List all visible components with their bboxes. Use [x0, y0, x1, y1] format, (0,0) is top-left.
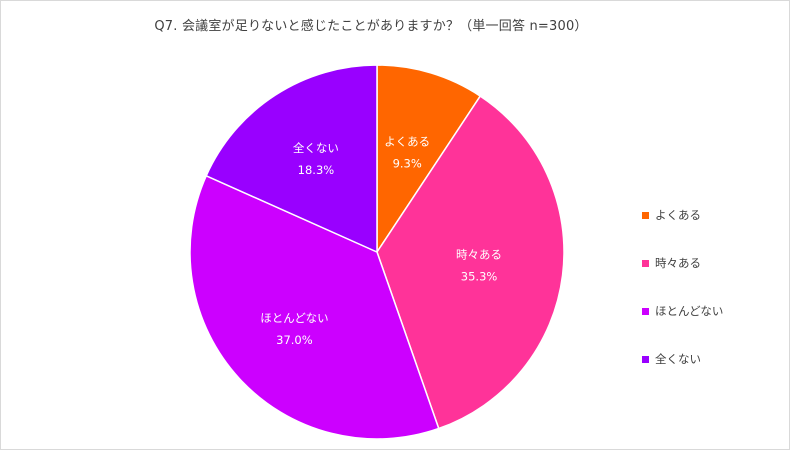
legend-swatch: [642, 307, 649, 315]
legend-item: 時々ある: [642, 255, 723, 271]
legend-label: 全くない: [655, 352, 701, 366]
pie-slice: [205, 64, 378, 254]
legend-swatch: [642, 259, 649, 267]
slice-category-label: ほとんどない: [260, 311, 328, 325]
legend-label: 時々ある: [655, 256, 701, 270]
slice-category-label: 全くない: [293, 141, 339, 155]
legend-label: よくある: [655, 208, 701, 222]
slice-value-label: 37.0%: [276, 333, 313, 347]
slice-category-label: 時々ある: [456, 248, 502, 262]
slice-category-label: よくある: [384, 135, 430, 149]
slice-value-label: 18.3%: [298, 163, 335, 177]
pie-slice: [376, 95, 565, 430]
pie-slice: [376, 64, 482, 255]
pie-slice: [189, 174, 440, 440]
legend-item: 全くない: [642, 351, 723, 367]
legend-item: よくある: [642, 207, 723, 223]
legend-swatch: [642, 211, 649, 219]
legend: よくある 時々ある ほとんどない 全くない: [642, 207, 723, 399]
slice-value-label: 35.3%: [461, 270, 498, 284]
slice-value-label: 9.3%: [393, 157, 422, 171]
legend-item: ほとんどない: [642, 303, 723, 319]
legend-swatch: [642, 355, 649, 363]
chart-title: Q7. 会議室が足りないと感じたことがありますか？（単一回答 n=300）: [154, 19, 588, 34]
legend-label: ほとんどない: [655, 304, 724, 318]
